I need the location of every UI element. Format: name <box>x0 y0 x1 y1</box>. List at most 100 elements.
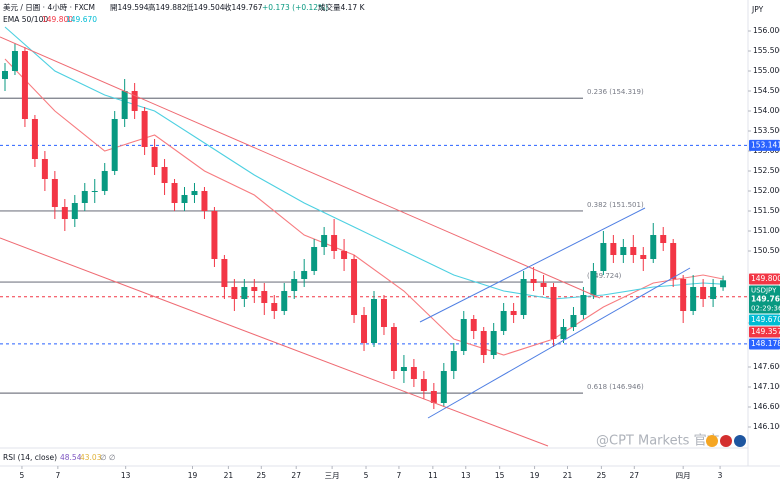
candle-body <box>450 351 457 371</box>
price-tag <box>749 139 780 151</box>
y-tick-label: 152.500 <box>753 166 780 175</box>
candle-body <box>440 371 447 403</box>
candle-body <box>161 167 168 183</box>
candle-body <box>191 191 198 195</box>
candle-body <box>61 207 68 219</box>
price-tag <box>749 338 780 350</box>
price-tag-label: 149.800 <box>751 274 780 283</box>
rsi-extra: ∅ ∅ <box>100 453 115 462</box>
candle-body <box>361 315 368 343</box>
price-tag-label: 149.767 <box>751 295 780 304</box>
candle-body <box>510 311 517 315</box>
candle-body <box>610 243 617 255</box>
ohlc-open: 開149.594 <box>110 3 149 12</box>
price-tag-title: USDJPY <box>751 287 777 295</box>
candle-body <box>291 279 298 291</box>
candle-body <box>540 283 547 287</box>
candle-body <box>331 235 338 251</box>
candle-body <box>151 147 158 167</box>
candle-body <box>81 191 88 203</box>
x-tick-label: 三月 <box>325 471 340 480</box>
rsi-value: 48.54 <box>60 453 82 462</box>
ohlc-low: 低149.504 <box>186 2 225 12</box>
header: 美元 / 日圓 · 4小時 · FXCM 開149.594 高149.882 低… <box>3 2 764 24</box>
rsi-ma-value: 43.03 <box>80 453 102 462</box>
candle-body <box>341 251 348 259</box>
candle-body <box>580 295 587 315</box>
plot: 0.236 (154.319) 0.382 (151.501) (149.724) 0… <box>0 26 748 409</box>
logo <box>734 435 746 447</box>
y-tick-label: 147.600 <box>753 362 780 371</box>
ema-100-value: 149.670 <box>66 15 97 24</box>
ohlc-high: 高149.882 <box>148 2 187 12</box>
y-tick-label: 146.100 <box>753 422 780 431</box>
candle-body <box>720 280 727 288</box>
trendline <box>0 237 549 447</box>
candle-body <box>231 287 238 299</box>
level-label: 0.618 (146.946) <box>587 383 644 391</box>
y-tick-label: 153.500 <box>753 126 780 135</box>
x-tick-label: 19 <box>530 471 540 480</box>
y-axis: 156.000 155.500 155.000 154.500 154.000 153.5… <box>748 26 780 431</box>
candle-body <box>31 119 38 159</box>
candle-body <box>420 379 427 391</box>
trendline <box>419 207 646 323</box>
candle-body <box>121 91 128 119</box>
candle-body <box>530 279 537 283</box>
candle-body <box>221 259 228 287</box>
price-tag-label: 148.178 <box>751 339 780 348</box>
candle-body <box>410 367 417 379</box>
x-tick-label: 25 <box>597 471 607 480</box>
candle-body <box>710 287 717 299</box>
logo <box>706 435 718 447</box>
ohlc-close: 收149.767 <box>224 2 263 12</box>
logo <box>720 435 732 447</box>
price-tag <box>749 285 780 314</box>
candle-body <box>301 271 308 279</box>
candle-body <box>281 291 288 311</box>
price-tag <box>749 273 780 285</box>
candle-body <box>430 391 437 403</box>
x-tick-label: 27 <box>291 471 301 480</box>
ema-line <box>4 26 724 300</box>
x-tick-label: 13 <box>461 471 471 480</box>
candle-body <box>500 311 507 331</box>
x-tick-label: 19 <box>188 471 198 480</box>
candle-body <box>590 271 597 295</box>
y-tick-label: 156.000 <box>753 26 780 35</box>
price-tag <box>749 326 780 338</box>
candle-body <box>241 287 248 299</box>
y-tick-label: 154.000 <box>753 106 780 115</box>
x-tick-label: 3 <box>718 471 723 480</box>
volume: 成交量4.17 K <box>318 2 366 12</box>
rsi-legend: RSI (14, close) 48.54 43.03 ∅ ∅ <box>3 453 115 462</box>
x-tick-label: 21 <box>563 471 573 480</box>
watermark: @CPT Markets 官方 <box>596 433 720 449</box>
candle-body <box>1 71 8 79</box>
candle-body <box>261 291 268 303</box>
level-label: 0.382 (151.501) <box>587 201 644 209</box>
x-tick-label: 21 <box>224 471 234 480</box>
candle-body <box>700 287 707 299</box>
x-tick-label: 7 <box>55 471 60 480</box>
logos <box>706 435 746 447</box>
ema-title: EMA 50/100 <box>3 15 48 24</box>
candle-body <box>141 111 148 147</box>
candle-body <box>91 191 98 192</box>
ema-50-value: 149.800 <box>42 15 73 24</box>
candle-body <box>690 287 697 311</box>
candle-body <box>321 235 328 247</box>
x-tick-label: 11 <box>428 471 438 480</box>
candle-body <box>480 331 487 355</box>
candle-body <box>171 183 178 203</box>
candle-body <box>211 211 218 259</box>
candle-body <box>560 327 567 339</box>
y-tick-label: 151.000 <box>753 226 780 235</box>
y-tick-label: 152.000 <box>753 186 780 195</box>
level-label: (149.724) <box>587 272 622 280</box>
candle-body <box>201 191 208 211</box>
trendline <box>0 36 601 299</box>
y-tick-label: 155.500 <box>753 46 780 55</box>
x-tick-label: 5 <box>20 471 25 480</box>
